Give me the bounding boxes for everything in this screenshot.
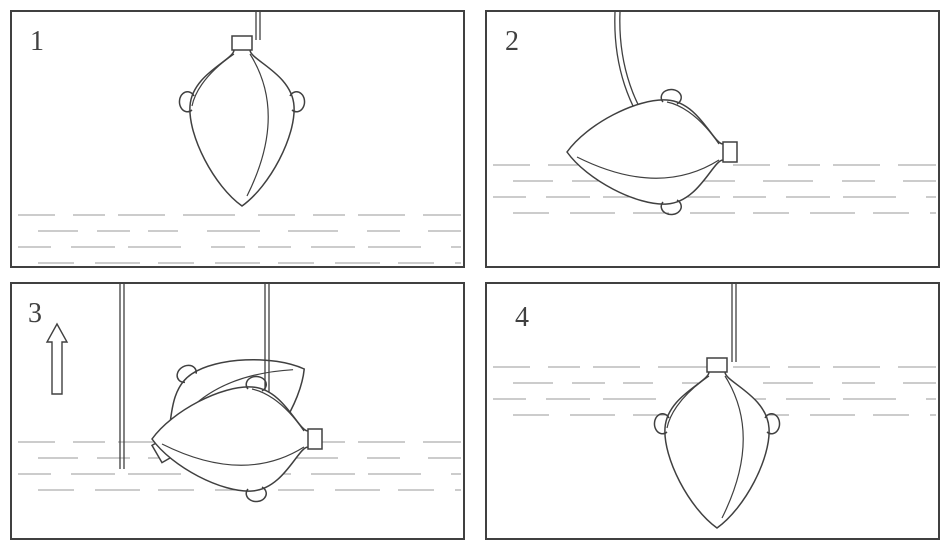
panel-1: 1 (10, 10, 465, 268)
panel-3-svg (12, 284, 467, 542)
panel-3: 3 (10, 282, 465, 540)
panel-2: 2 (485, 10, 940, 268)
panel-4: 4 (485, 282, 940, 540)
panel-1-svg (12, 12, 467, 270)
panel-4-svg (487, 284, 942, 542)
panel-2-svg (487, 12, 942, 270)
